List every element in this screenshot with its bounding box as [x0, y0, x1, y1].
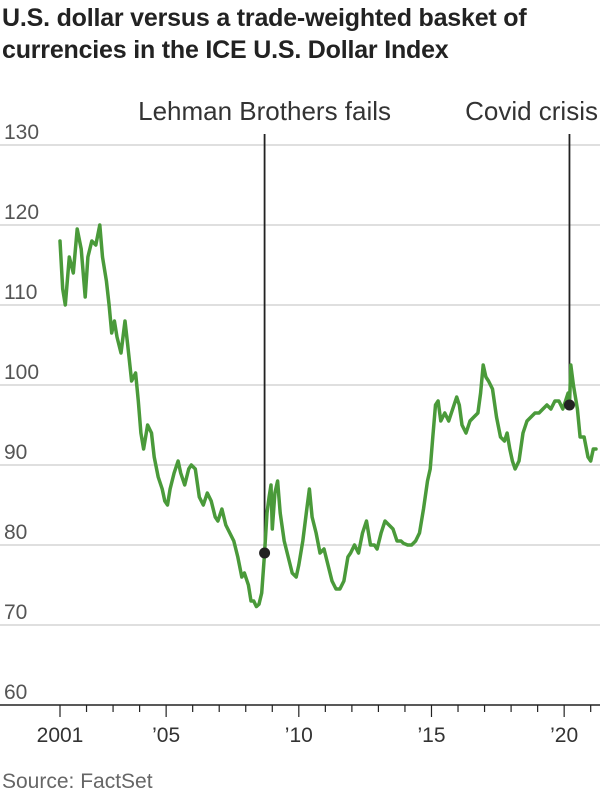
- annotation-point: [563, 399, 575, 411]
- x-tick-label: ’15: [417, 724, 445, 747]
- source-note: Source: FactSet: [2, 770, 153, 793]
- x-tick-label: ’05: [152, 724, 180, 747]
- y-tick-label: 80: [4, 521, 27, 544]
- x-tick-label: ’10: [285, 724, 313, 747]
- gridlines: [0, 144, 600, 626]
- x-tick-label: 2001: [37, 724, 84, 747]
- series-layer: [58, 223, 598, 609]
- y-tick-label: 130: [4, 121, 39, 144]
- annotations: Lehman Brothers fails Covid crisis: [138, 96, 598, 553]
- annotation-point: [259, 547, 271, 559]
- y-tick-label: 90: [4, 441, 27, 464]
- annotation-label: Covid crisis: [465, 96, 598, 126]
- x-axis: 2001 ’05 ’10 ’15 ’20: [0, 704, 600, 747]
- series-line: [58, 223, 598, 609]
- y-tick-label: 100: [4, 361, 39, 384]
- x-tick-label: ’20: [550, 724, 578, 747]
- annotation-markers: [259, 399, 575, 559]
- annotation-label: Lehman Brothers fails: [138, 96, 391, 126]
- chart-title: U.S. dollar versus a trade-weighted bask…: [2, 4, 527, 64]
- y-tick-label: 120: [4, 201, 39, 224]
- y-axis-tick-labels: 130 120 110 100 90 80 70 60: [4, 121, 39, 704]
- y-tick-label: 110: [4, 281, 37, 304]
- y-tick-label: 60: [4, 681, 27, 704]
- y-tick-label: 70: [4, 601, 27, 624]
